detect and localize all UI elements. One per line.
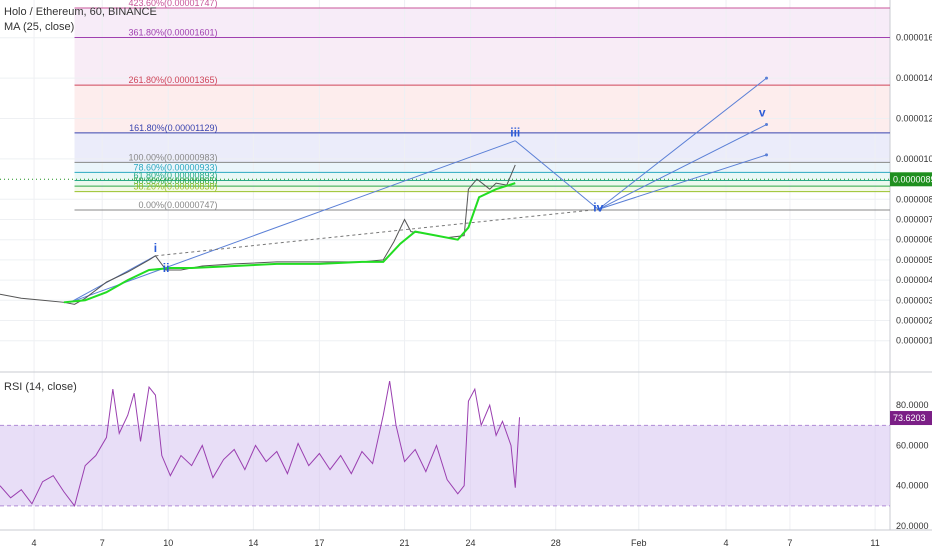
fan-projection-line xyxy=(598,124,767,210)
y-tick-label: 0.00001600 xyxy=(896,33,932,43)
fib-zone xyxy=(74,8,890,38)
x-tick-label: 14 xyxy=(248,538,258,548)
x-tick-label: 28 xyxy=(551,538,561,548)
wave-label-ii: ii xyxy=(163,261,170,275)
fib-level-label: 361.80%(0.00001601) xyxy=(128,27,217,37)
fib-level-label: 38.20%(0.00000838) xyxy=(133,182,217,192)
fib-level-label: 161.80%(0.00001129) xyxy=(129,123,217,133)
rsi-line[interactable] xyxy=(0,380,521,507)
fib-level-label: 100.00%(0.00000983) xyxy=(128,152,217,162)
fib-zone xyxy=(74,162,890,173)
x-tick-label: 4 xyxy=(724,538,729,548)
y-tick-label: 0.00000600 xyxy=(896,235,932,245)
wave-projection-line xyxy=(70,140,516,303)
fan-arrow-tip xyxy=(765,153,769,157)
y-tick-label: 0.00001200 xyxy=(896,113,932,123)
rsi-y-tick-label: 40.0000 xyxy=(896,481,929,491)
fib-level-label: 50.00%(0.00000865) xyxy=(133,176,217,186)
fib-level-label: 0.00%(0.00000747) xyxy=(138,200,217,210)
fib-zone xyxy=(74,132,890,163)
x-tick-label: 24 xyxy=(466,538,476,548)
x-tick-label: 21 xyxy=(400,538,410,548)
fib-zone xyxy=(74,186,890,192)
y-tick-label: 0.00000400 xyxy=(896,275,932,285)
rsi-value-tag xyxy=(890,411,932,426)
rsi-value-label: 73.6203 xyxy=(893,413,926,423)
current-price-label: 0.00000899 xyxy=(893,174,932,184)
fan-arrow-tip xyxy=(765,123,769,127)
fan-projection-line xyxy=(597,77,767,210)
y-tick-label: 0.00000800 xyxy=(896,194,932,204)
x-tick-label: 7 xyxy=(100,538,105,548)
rsi-legend[interactable]: RSI (14, close) xyxy=(4,381,77,393)
rsi-y-tick-label: 60.0000 xyxy=(896,440,929,450)
x-tick-label: 10 xyxy=(163,538,173,548)
wave-label-iv: iv xyxy=(593,200,603,214)
x-tick-label: 17 xyxy=(314,538,324,548)
x-tick-label: 4 xyxy=(32,538,37,548)
y-tick-label: 0.00000300 xyxy=(896,295,932,305)
y-tick-label: 0.00000100 xyxy=(896,336,932,346)
rsi-y-tick-label: 80.0000 xyxy=(896,400,929,410)
symbol-legend[interactable]: Holo / Ethereum, 60, BINANCE xyxy=(4,6,157,18)
fib-zone xyxy=(74,172,890,181)
price-line[interactable] xyxy=(0,164,516,305)
fib-zone xyxy=(74,191,890,210)
fib-level-label: 261.80%(0.00001365) xyxy=(128,75,217,85)
fib-level-label: 423.60%(0.00001747) xyxy=(128,0,217,8)
y-tick-label: 0.00000700 xyxy=(896,214,932,224)
fib-zone xyxy=(74,85,890,133)
y-tick-label: 0.00001400 xyxy=(896,73,932,83)
ma-legend[interactable]: MA (25, close) xyxy=(4,21,75,33)
y-tick-label: 0.00000500 xyxy=(896,255,932,265)
fan-arrow-tip xyxy=(765,76,769,80)
wave-projection-line xyxy=(514,140,599,210)
wave-label-i: i xyxy=(154,241,157,255)
current-price-tag xyxy=(890,172,932,187)
y-tick-label: 0.00001000 xyxy=(896,154,932,164)
y-tick-label: 0.00000200 xyxy=(896,315,932,325)
dashed-trendline xyxy=(155,208,599,257)
x-tick-label: 11 xyxy=(870,538,879,548)
ma-line[interactable] xyxy=(63,182,516,304)
fan-projection-line xyxy=(598,154,767,210)
wave-label-v: v xyxy=(759,106,766,120)
rsi-band xyxy=(0,425,890,506)
fib-level-label: 61.80%(0.00000893) xyxy=(133,171,217,181)
fib-zone xyxy=(74,37,890,86)
x-tick-label: Feb xyxy=(631,538,647,548)
wave-label-iii: iii xyxy=(510,126,520,140)
x-tick-label: 7 xyxy=(787,538,792,548)
fib-level-label: 78.60%(0.00000933) xyxy=(133,162,217,172)
rsi-y-tick-label: 20.0000 xyxy=(896,521,929,531)
